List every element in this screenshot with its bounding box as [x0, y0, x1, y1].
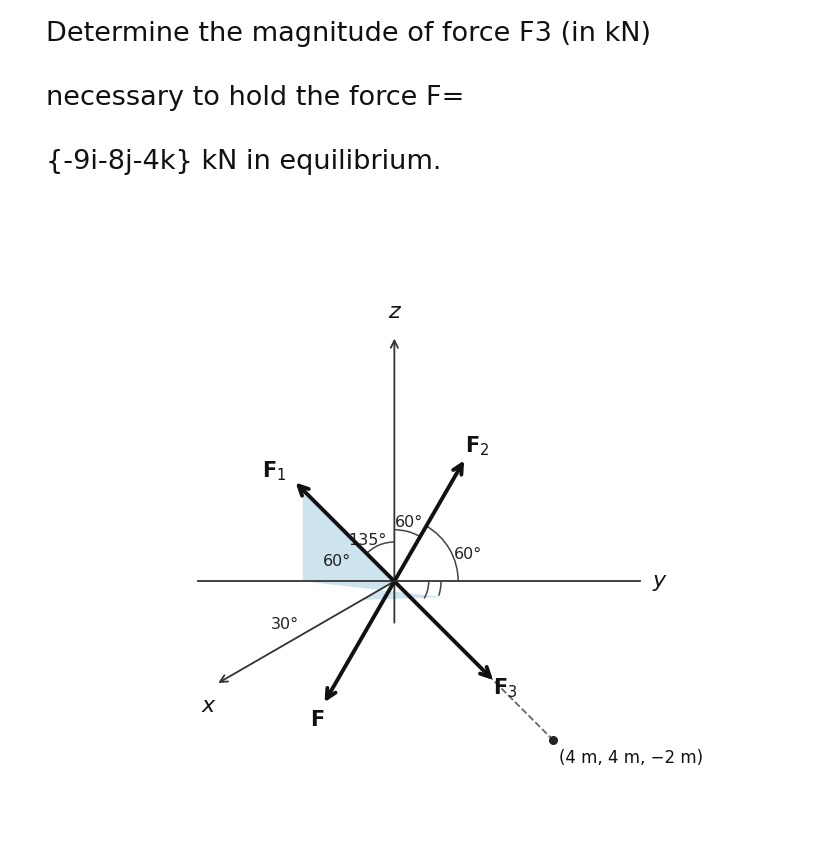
Text: Determine the magnitude of force F3 (in kN): Determine the magnitude of force F3 (in …: [45, 21, 650, 48]
Text: 60°: 60°: [453, 547, 481, 563]
Text: 60°: 60°: [394, 515, 423, 530]
Text: {-9i-8j-4k} kN in equilibrium.: {-9i-8j-4k} kN in equilibrium.: [45, 149, 441, 175]
Text: F$_2$: F$_2$: [465, 434, 489, 458]
Text: 135°: 135°: [348, 533, 386, 547]
Text: (4 m, 4 m, −2 m): (4 m, 4 m, −2 m): [558, 750, 702, 768]
Text: y: y: [652, 571, 665, 591]
Text: F$_3$: F$_3$: [492, 676, 517, 700]
Text: F: F: [310, 711, 324, 730]
Text: 60°: 60°: [323, 554, 351, 569]
Text: F$_1$: F$_1$: [261, 459, 286, 483]
Text: z: z: [388, 302, 399, 322]
Text: necessary to hold the force F=: necessary to hold the force F=: [45, 85, 463, 111]
Text: 30°: 30°: [270, 617, 298, 632]
Text: x: x: [201, 696, 214, 717]
Polygon shape: [303, 489, 442, 600]
